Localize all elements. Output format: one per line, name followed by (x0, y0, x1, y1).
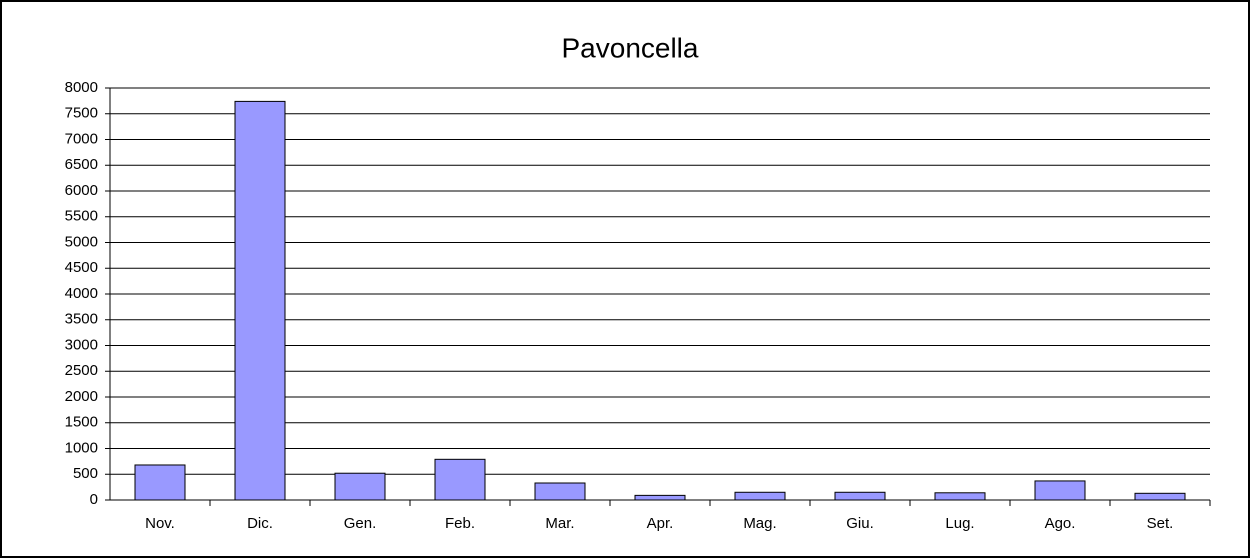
bar (234, 100, 286, 501)
y-tick-label: 2000 (65, 388, 98, 405)
chart-title: Pavoncella (562, 32, 699, 63)
bar (634, 494, 686, 501)
bar (534, 482, 586, 501)
x-tick-label: Ago. (1045, 515, 1076, 532)
y-tick-label: 1000 (65, 439, 98, 456)
x-tick-label: Lug. (945, 515, 974, 532)
y-tick-label: 2500 (65, 362, 98, 379)
x-tick-label: Mar. (545, 515, 574, 532)
x-tick-label: Mag. (743, 515, 776, 532)
x-tick-label: Gen. (344, 515, 377, 532)
y-tick-label: 5000 (65, 233, 98, 250)
y-tick-label: 4000 (65, 285, 98, 302)
y-tick-label: 7500 (65, 105, 98, 122)
x-tick-label: Set. (1147, 515, 1174, 532)
x-tick-label: Nov. (145, 515, 175, 532)
y-tick-label: 3000 (65, 336, 98, 353)
bar (834, 491, 886, 501)
y-tick-label: 500 (73, 465, 98, 482)
bar (134, 464, 186, 501)
x-tick-label: Giu. (846, 515, 874, 532)
y-tick-label: 0 (90, 491, 98, 508)
bar (1134, 492, 1186, 501)
y-tick-label: 4500 (65, 259, 98, 276)
x-tick-label: Apr. (647, 515, 674, 532)
y-tick-label: 1500 (65, 414, 98, 431)
x-tick-label: Feb. (445, 515, 475, 532)
y-tick-label: 6500 (65, 156, 98, 173)
x-tick-label: Dic. (247, 515, 273, 532)
bar (734, 491, 786, 501)
y-tick-label: 5500 (65, 208, 98, 225)
bar (334, 472, 386, 501)
y-tick-label: 8000 (65, 79, 98, 96)
y-tick-label: 6000 (65, 182, 98, 199)
y-tick-label: 3500 (65, 311, 98, 328)
y-tick-label: 7000 (65, 130, 98, 147)
bar (434, 458, 486, 501)
bar (934, 492, 986, 501)
bar (1034, 480, 1086, 501)
